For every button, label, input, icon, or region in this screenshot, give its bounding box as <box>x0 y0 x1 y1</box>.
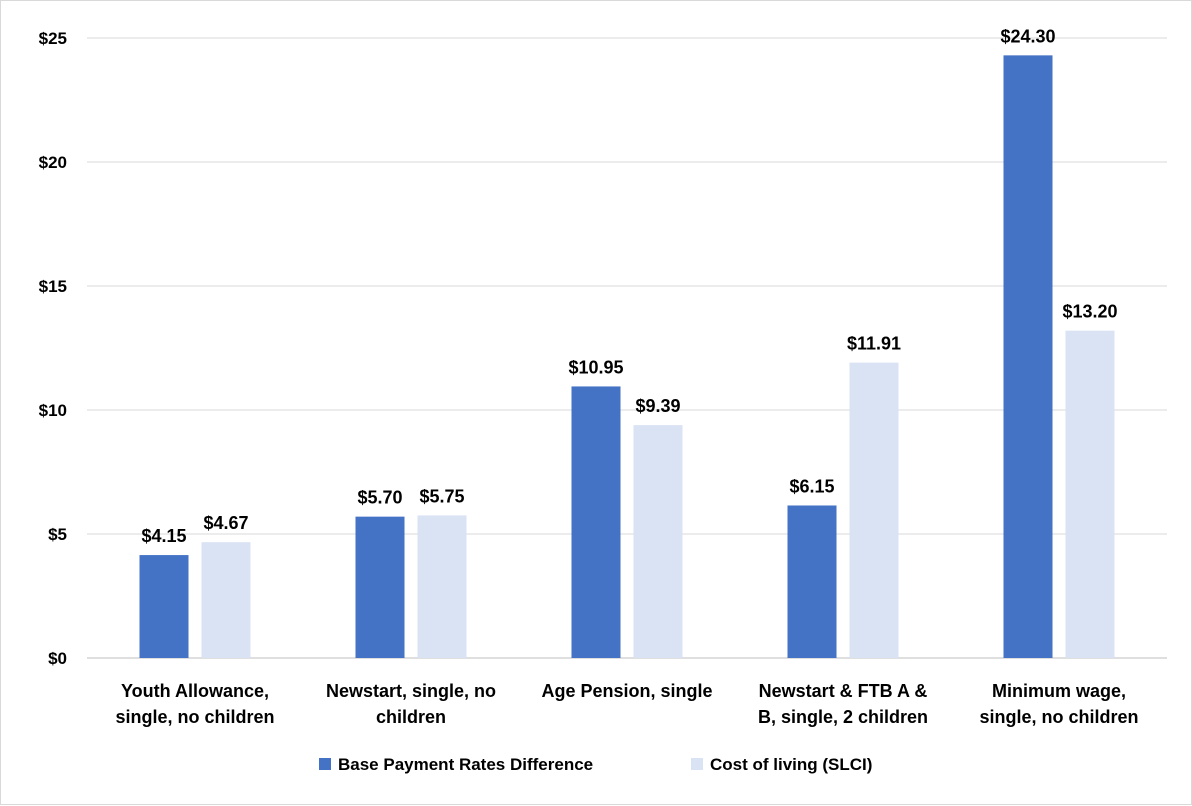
x-tick-label: Age Pension, single <box>541 681 712 701</box>
y-tick-label: $10 <box>39 401 67 420</box>
legend-label: Cost of living (SLCI) <box>710 755 872 774</box>
legend: Base Payment Rates Difference Cost of liv… <box>319 755 872 774</box>
x-axis-ticks: Youth Allowance, single, no children Newst… <box>115 681 1138 727</box>
data-label: $13.20 <box>1062 302 1117 322</box>
legend-swatch <box>319 758 331 770</box>
x-tick-label: Youth Allowance, single, no children <box>115 681 274 727</box>
bar <box>787 505 837 658</box>
bar <box>1003 55 1053 659</box>
data-label: $24.30 <box>1000 26 1055 46</box>
data-labels: $4.15 $4.67 $5.70 $5.75 $10.95 $9.39 $6.15 $11.… <box>141 26 1117 546</box>
data-label: $11.91 <box>847 334 901 354</box>
data-label: $10.95 <box>568 357 623 377</box>
bar <box>355 516 405 658</box>
bar <box>571 386 621 658</box>
bar <box>633 425 683 658</box>
bars <box>139 55 1115 659</box>
data-label: $6.15 <box>789 476 834 496</box>
y-tick-label: $20 <box>39 153 67 172</box>
data-label: $5.70 <box>357 488 402 508</box>
legend-label: Base Payment Rates Difference <box>338 755 593 774</box>
x-tick-label: Newstart & FTB A & B, single, 2 children <box>758 681 928 727</box>
x-tick-label: Newstart, single, no children <box>326 681 496 727</box>
bar <box>417 515 467 658</box>
y-tick-label: $0 <box>48 649 67 668</box>
gridlines <box>87 37 1167 659</box>
data-label: $9.39 <box>635 396 680 416</box>
y-axis-ticks: $0 $5 $10 $15 $20 $25 <box>39 29 67 668</box>
data-label: $4.67 <box>203 513 248 533</box>
x-tick-label: Minimum wage, single, no children <box>979 681 1138 727</box>
y-tick-label: $15 <box>39 277 67 296</box>
legend-swatch <box>691 758 703 770</box>
bar <box>1065 330 1115 658</box>
data-label: $5.75 <box>419 486 464 506</box>
bar <box>849 362 899 658</box>
y-tick-label: $5 <box>48 525 67 544</box>
bar <box>201 542 251 658</box>
y-tick-label: $25 <box>39 29 67 48</box>
bar <box>139 555 189 658</box>
data-label: $4.15 <box>141 526 186 546</box>
